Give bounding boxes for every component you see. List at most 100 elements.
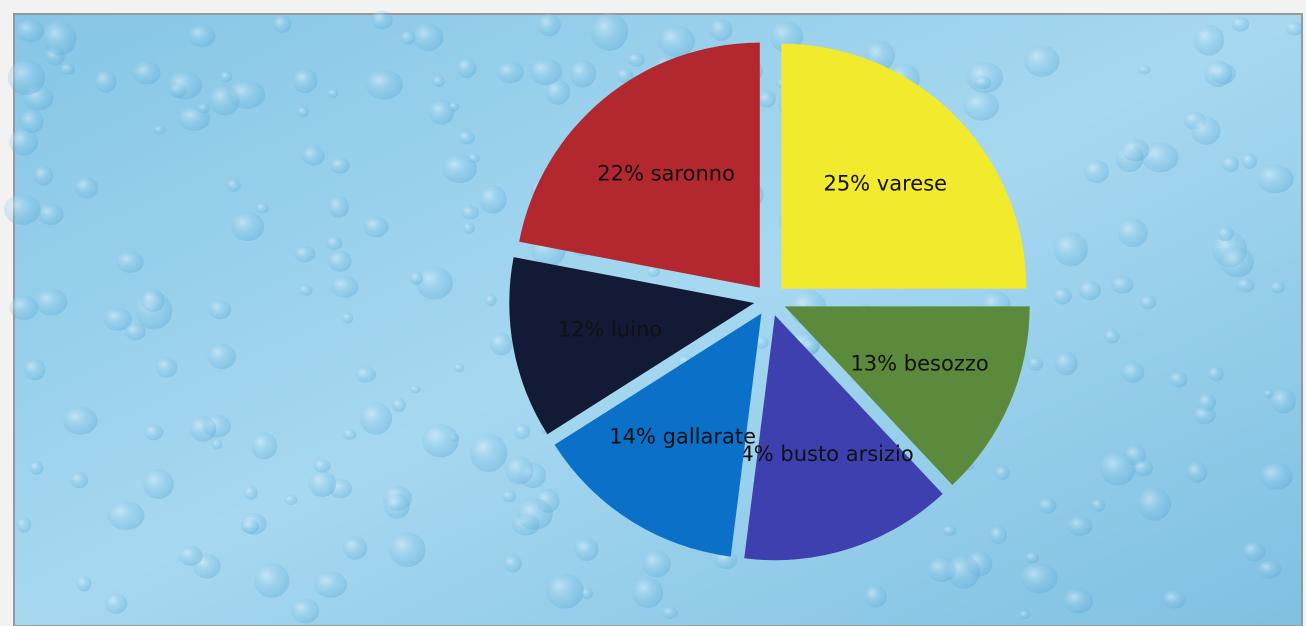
drop [1019, 610, 1031, 620]
drop [1025, 552, 1039, 564]
drop [384, 493, 410, 519]
drop [453, 363, 465, 373]
drop [211, 439, 223, 450]
drop [331, 276, 359, 298]
drop [1063, 588, 1093, 614]
drop [42, 20, 77, 56]
drop [167, 71, 203, 100]
drop [76, 575, 92, 592]
drop [1241, 153, 1257, 169]
drop [107, 501, 145, 530]
drop [496, 61, 524, 83]
drop [574, 537, 599, 562]
drop [963, 91, 999, 121]
drop [178, 546, 203, 566]
drop [329, 157, 350, 174]
slice-label: 22% saronno [597, 161, 735, 185]
drop [1242, 541, 1266, 562]
drop [228, 80, 266, 109]
pie-slice [509, 257, 755, 435]
drop [294, 245, 316, 263]
drop [94, 70, 117, 93]
drop [1028, 356, 1044, 371]
drop [590, 12, 629, 51]
drop [230, 211, 265, 242]
drop [514, 423, 531, 440]
drop [517, 498, 553, 530]
drop [253, 563, 290, 598]
drop [313, 458, 331, 473]
drop [413, 23, 444, 51]
drop [995, 465, 1011, 480]
drop [355, 366, 377, 383]
drop [188, 24, 216, 47]
drop [1231, 16, 1250, 32]
drop [1207, 366, 1224, 382]
drop [942, 525, 957, 536]
drop [314, 571, 348, 598]
drop [1024, 45, 1060, 77]
drop [74, 177, 99, 199]
drop [220, 71, 233, 83]
drop [646, 266, 660, 277]
drop [529, 58, 563, 85]
drop [360, 401, 393, 435]
drop [243, 485, 258, 500]
pie-slice [784, 306, 1030, 485]
drop [422, 423, 459, 458]
drop [502, 490, 517, 503]
drop [143, 424, 164, 441]
drop [1053, 287, 1072, 305]
drop [23, 358, 46, 381]
drop [328, 250, 352, 272]
drop [505, 456, 534, 485]
slice-label: 25% varese [823, 172, 947, 196]
drop [709, 18, 733, 42]
drop [428, 99, 455, 125]
drop [974, 76, 992, 90]
drop [341, 312, 354, 324]
drop [1259, 462, 1293, 490]
drop [661, 606, 679, 619]
drop [70, 472, 89, 489]
drop [389, 532, 426, 568]
drop [1270, 281, 1286, 294]
drop [20, 109, 44, 134]
drop [365, 69, 403, 100]
drop [569, 59, 597, 88]
pie-slice [554, 313, 762, 557]
slice-label: 13% besozzo [850, 352, 988, 376]
drop [479, 184, 507, 214]
drop [33, 165, 54, 186]
drop [297, 106, 310, 118]
drop [469, 433, 508, 472]
drop [298, 284, 313, 296]
drop [326, 236, 343, 251]
drop [657, 25, 695, 58]
drop [328, 196, 350, 218]
drop [241, 519, 259, 534]
drop [9, 295, 39, 321]
drop [29, 460, 44, 475]
drop [1084, 159, 1110, 183]
drop [4, 194, 41, 225]
drop [116, 251, 144, 273]
drop [1054, 351, 1078, 376]
drop [155, 357, 178, 378]
drop [1236, 278, 1255, 293]
drop [1053, 232, 1088, 267]
drop [125, 323, 146, 341]
drop [251, 432, 278, 460]
drop [1256, 164, 1294, 194]
drop [410, 385, 421, 394]
drop [1117, 218, 1148, 248]
drop [616, 67, 634, 84]
drop [226, 179, 241, 192]
drop [37, 203, 64, 226]
drop [363, 216, 389, 238]
drop [1111, 275, 1134, 294]
drop [133, 61, 161, 85]
drop [62, 406, 98, 435]
drop [1193, 24, 1225, 56]
